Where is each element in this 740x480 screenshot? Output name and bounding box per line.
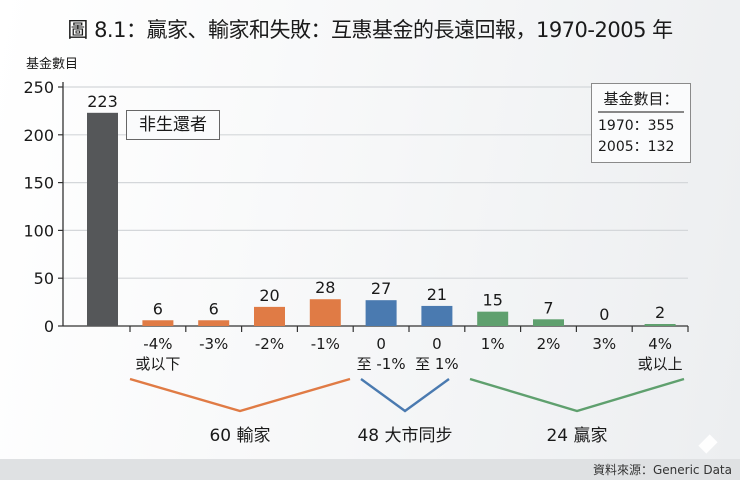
bar [87, 112, 118, 326]
group-label: 48 大市同步 [357, 426, 452, 446]
bar [477, 311, 509, 326]
y-axis-label: 基金數目 [26, 57, 79, 72]
x-tick-label: 0 [376, 335, 386, 353]
x-tick-label-line2: 或以下 [135, 355, 180, 373]
bar [644, 324, 676, 326]
x-tick-label: -2% [255, 335, 284, 353]
x-tick-label: 4% [648, 335, 672, 353]
bar [198, 320, 230, 326]
x-tick-label-line2: 至 -1% [357, 355, 406, 373]
bar [421, 305, 453, 326]
non-survivor-annotation: 非生還者 [126, 110, 220, 140]
x-tick-label: 3% [592, 335, 616, 353]
bar-value-label: 6 [209, 299, 219, 318]
legend-line-1970: 1970：355 [598, 118, 675, 134]
group-label: 24 贏家 [546, 426, 607, 446]
y-tick-label: 250 [23, 78, 54, 97]
bar [309, 299, 341, 326]
bar [142, 320, 174, 326]
bar-value-label: 28 [315, 278, 335, 297]
footer-bar: 資料來源：Generic Data [0, 459, 740, 480]
legend-title: 基金數目： [598, 88, 684, 113]
bar [533, 319, 564, 326]
y-tick-label: 100 [23, 221, 54, 240]
y-tick-label: 200 [23, 126, 54, 145]
x-tick-label: 0 [432, 335, 442, 353]
x-tick-label-line2: 或以上 [638, 355, 683, 373]
group-bracket [469, 377, 685, 413]
group-bracket [360, 378, 450, 413]
bar-value-label: 21 [427, 285, 447, 304]
bar-value-label: 0 [599, 305, 609, 324]
bar [254, 306, 285, 326]
y-tick-label: 150 [23, 174, 54, 193]
x-tick-label-line2: 至 1% [415, 355, 459, 373]
bar [365, 300, 397, 326]
group-label: 60 輸家 [209, 426, 270, 446]
y-tick-label: 0 [44, 317, 54, 336]
x-tick-label: -3% [199, 335, 228, 353]
fund-count-legend: 基金數目： 1970：355 2005：132 [591, 83, 691, 163]
bar-value-label: 20 [259, 286, 279, 305]
bar-value-label: 7 [543, 298, 553, 317]
bar-value-label: 15 [483, 291, 503, 310]
bar-value-label: 27 [371, 279, 391, 298]
x-tick-label: -4% [143, 335, 172, 353]
x-tick-label: 1% [481, 335, 505, 353]
x-tick-label: 2% [537, 335, 561, 353]
bar-value-label: 2 [655, 303, 665, 322]
source-note: 資料來源：Generic Data [592, 463, 732, 477]
group-bracket [129, 377, 351, 413]
bar-value-label: 223 [87, 92, 118, 111]
y-tick-label: 50 [34, 269, 54, 288]
chart-title: 圖 8.1：贏家、輸家和失敗：互惠基金的長遠回報，1970-2005 年 [67, 18, 673, 42]
legend-line-2005: 2005：132 [598, 139, 675, 155]
bar-chart: 0501001502002502236-4%或以下6-3%20-2%28-1%2… [23, 78, 689, 446]
x-tick-label: -1% [311, 335, 340, 353]
bar-value-label: 6 [153, 299, 163, 318]
